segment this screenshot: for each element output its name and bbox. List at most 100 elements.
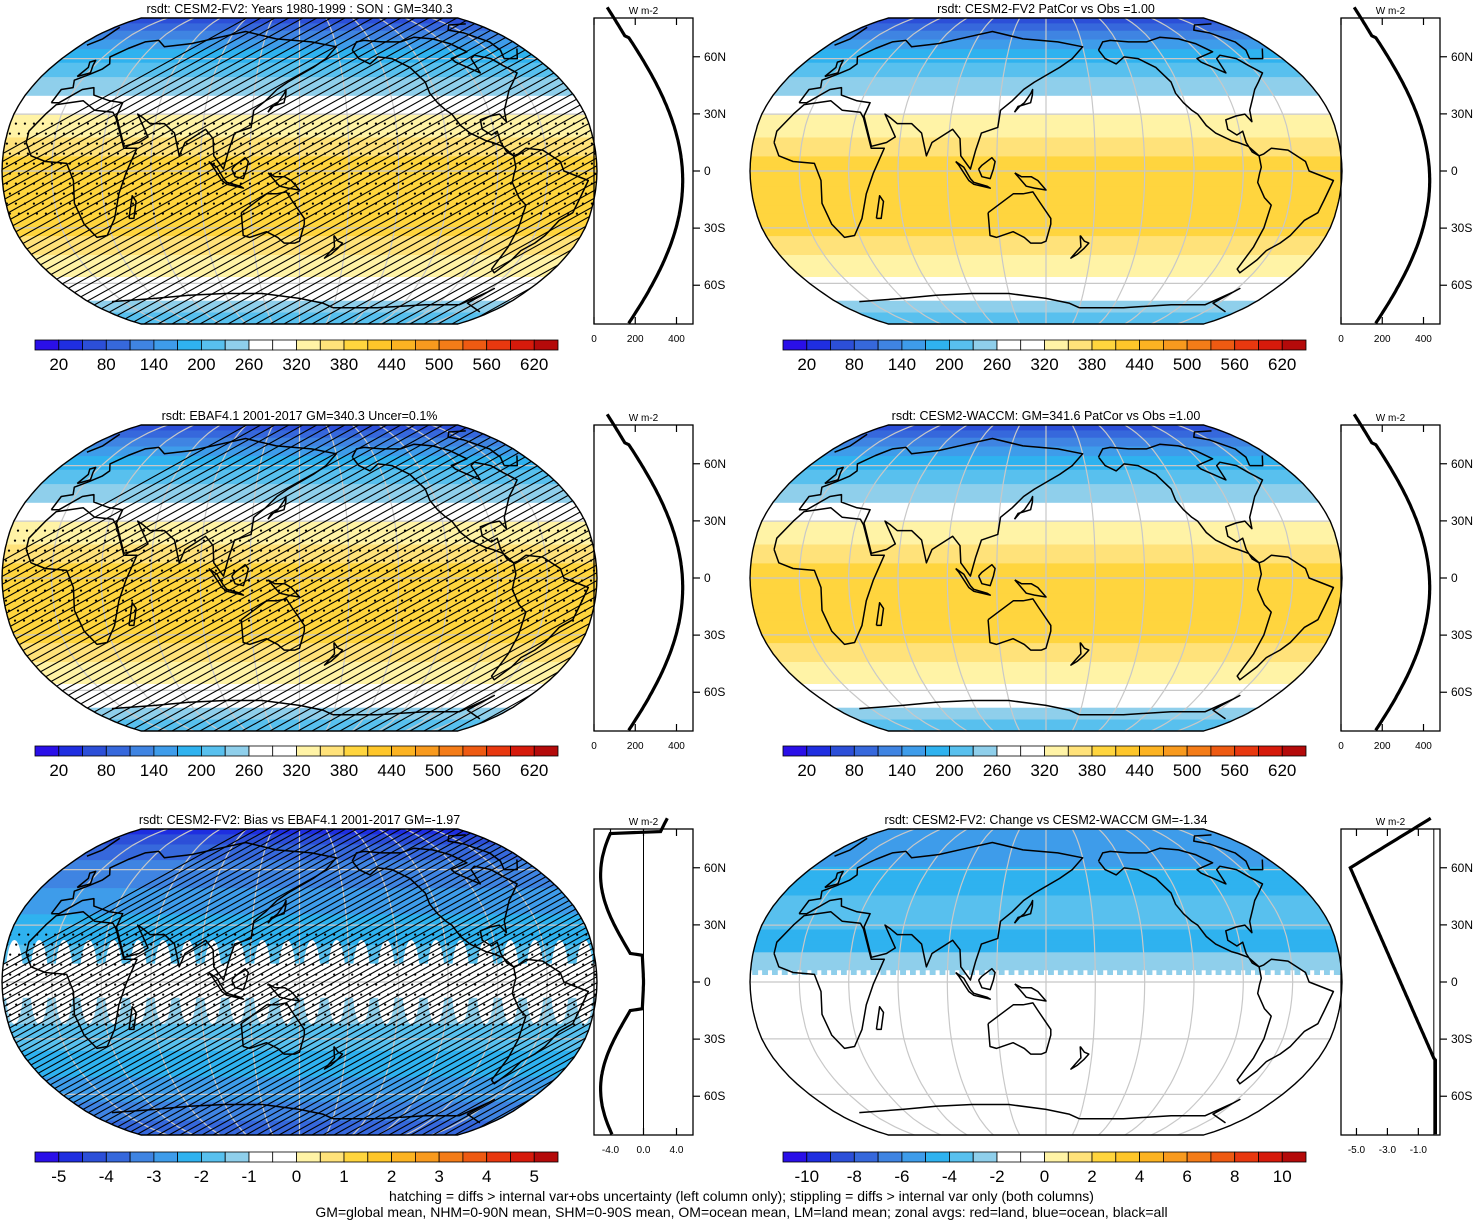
- stipple-dot: [97, 549, 101, 552]
- stipple-dot: [269, 132, 272, 135]
- hatch-line: [2, 18, 514, 324]
- hatch-line: [2, 425, 262, 731]
- stipple-dot: [88, 529, 92, 532]
- stipple-dot: [393, 943, 396, 946]
- stipple-dot: [157, 559, 161, 562]
- stipple-dot: [324, 933, 327, 936]
- stipple-dot: [367, 569, 371, 572]
- zonal-lat-label: 30N: [704, 514, 726, 528]
- stipple-dot: [27, 933, 30, 936]
- stipple-dot: [355, 619, 359, 622]
- stipple-dot: [223, 529, 227, 532]
- colorbar-label: 4: [1135, 1167, 1144, 1186]
- stipple-dot: [256, 599, 260, 602]
- coastline: [25, 911, 138, 1050]
- stipple-dot: [260, 212, 263, 215]
- stipple-dot: [520, 549, 524, 552]
- stipple-dot: [540, 953, 543, 956]
- stipple-dot: [67, 539, 71, 542]
- stipple-dot: [319, 559, 323, 562]
- stipple-dot: [572, 202, 576, 205]
- stipple-dot: [5, 182, 8, 185]
- stipple-dot: [295, 569, 299, 572]
- colorbar-swatch: [58, 339, 83, 351]
- gridline-lon: [946, 425, 994, 731]
- stipple-dot: [297, 1013, 300, 1016]
- sawtooth-edge: [1260, 970, 1265, 977]
- stipple-dot: [526, 619, 530, 622]
- stipple-dot: [499, 539, 503, 542]
- colorbar-swatch: [272, 339, 297, 351]
- stipple-dot: [483, 1003, 486, 1006]
- stipple-dot: [575, 172, 579, 175]
- stipple-dot: [574, 549, 578, 552]
- coastline: [351, 36, 518, 157]
- stipple-dot: [169, 529, 173, 532]
- stipple-dot: [545, 202, 549, 205]
- stipple-dot: [303, 943, 306, 946]
- stipple-dot: [449, 152, 452, 155]
- colorbar-swatch: [248, 745, 274, 757]
- hatch-line: [2, 829, 270, 1135]
- stipple-dot: [188, 212, 191, 215]
- stipple-dot: [202, 539, 206, 542]
- stipple-dot: [476, 152, 479, 155]
- stipple-dot: [151, 569, 155, 572]
- stipple-dot: [161, 132, 164, 135]
- hatch-line: [201, 829, 597, 1135]
- stipple-dot: [564, 983, 567, 986]
- stipple-dot: [185, 122, 188, 125]
- stipple-dot: [445, 619, 449, 622]
- hatch-line: [179, 829, 597, 1135]
- stipple-dot: [194, 182, 197, 185]
- stipple-dot: [34, 609, 38, 612]
- stipple-dot: [547, 529, 551, 532]
- stipple-dot: [68, 202, 71, 205]
- map-field: [750, 425, 1342, 731]
- stipple-dot: [277, 549, 281, 552]
- stipple-dot: [557, 172, 561, 175]
- stipple-dot: [285, 963, 288, 966]
- gridline-lon: [249, 829, 274, 1135]
- stipple-dot: [205, 569, 209, 572]
- colorbar-label: 2: [387, 1167, 396, 1186]
- stipple-dot: [90, 993, 93, 996]
- stipple-dot: [35, 172, 39, 175]
- stipple-dot: [13, 539, 17, 542]
- stipple-dot: [79, 609, 83, 612]
- hatch-line: [241, 425, 597, 731]
- stipple-dot: [189, 933, 192, 936]
- stipple-dot: [9, 993, 12, 996]
- stipple-dot: [114, 1003, 117, 1006]
- stipple-dot: [223, 549, 227, 552]
- stipple-dot: [193, 599, 197, 602]
- hatch-line: [171, 18, 597, 324]
- stipple-dot: [81, 973, 84, 976]
- stipple-dot: [4, 599, 8, 602]
- stipple-dot: [130, 619, 134, 622]
- hatch-line: [45, 18, 597, 324]
- stipple-dot: [268, 549, 272, 552]
- colorbar-swatch: [367, 745, 392, 757]
- stippling: [6, 933, 597, 1026]
- stipple-dot: [4, 579, 8, 582]
- coastlines: [25, 834, 590, 1124]
- stipple-dot: [211, 619, 215, 622]
- hatch-line: [388, 829, 597, 1135]
- stipple-dot: [535, 619, 539, 622]
- stipple-dot: [60, 963, 63, 966]
- stipple-dot: [332, 132, 335, 135]
- sawtooth-edge: [817, 970, 822, 977]
- colorbar-swatch: [782, 339, 808, 351]
- stipple-dot: [482, 162, 485, 165]
- stipple-dot: [224, 192, 227, 195]
- stipple-dot: [141, 1003, 144, 1006]
- stipple-dot: [123, 983, 126, 986]
- colorbar: -10 -8 -6 -4 -2 0 2 4 6 8 10: [782, 1151, 1307, 1186]
- stipple-dot: [32, 142, 36, 145]
- colorbar-swatch: [200, 339, 226, 351]
- colorbar-swatch: [533, 745, 559, 757]
- stipple-dot: [400, 579, 404, 582]
- stipple-dot: [205, 529, 209, 532]
